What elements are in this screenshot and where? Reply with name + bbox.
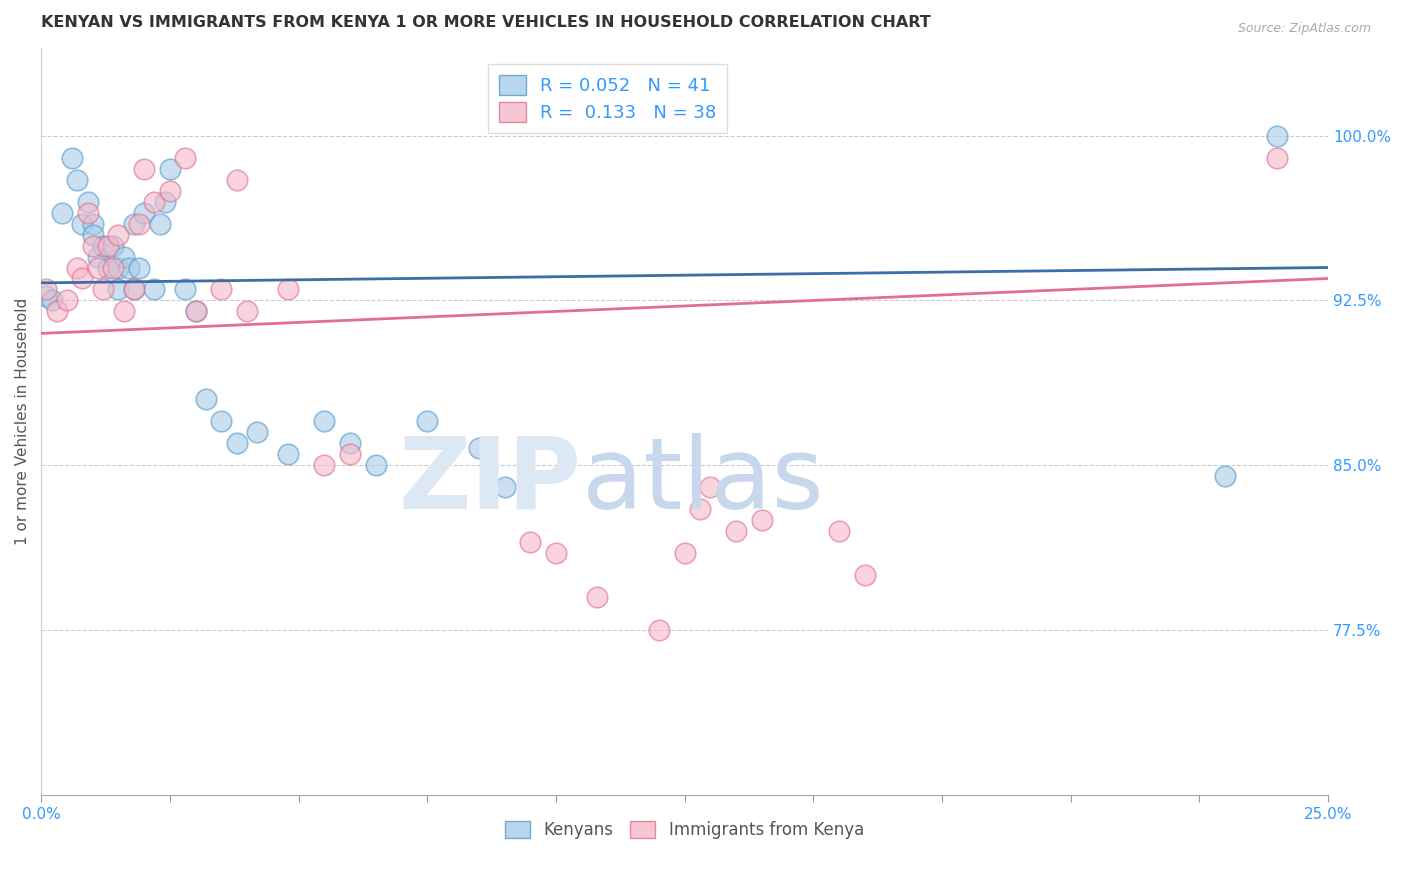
Text: Source: ZipAtlas.com: Source: ZipAtlas.com (1237, 22, 1371, 36)
Point (236, 304, 259, 318)
Point (194, 392, 217, 407)
Point (364, 458, 387, 473)
Point (122, 283, 145, 297)
Point (118, 260, 141, 275)
Point (97, 238, 120, 252)
Point (751, 513, 773, 527)
Y-axis label: 1 or more Vehicles in Household: 1 or more Vehicles in Household (15, 298, 30, 545)
Point (314, 458, 336, 473)
Point (143, 283, 166, 297)
Point (853, 568, 876, 582)
Point (339, 447, 361, 461)
Point (1265, 151, 1288, 165)
Point (82, 217, 104, 231)
Point (134, 205, 156, 219)
Point (149, 217, 172, 231)
Text: KENYAN VS IMMIGRANTS FROM KENYA 1 OR MORE VEHICLES IN HOUSEHOLD CORRELATION CHAR: KENYAN VS IMMIGRANTS FROM KENYA 1 OR MOR… (41, 15, 931, 30)
Point (134, 161, 156, 176)
Point (209, 414, 232, 428)
Point (60, 151, 83, 165)
Point (648, 623, 671, 637)
Point (87, 260, 110, 275)
Point (122, 217, 145, 231)
Point (673, 546, 696, 560)
Point (91, 283, 114, 297)
Point (225, 436, 247, 450)
Point (544, 546, 567, 560)
Point (82, 227, 104, 242)
Text: atlas: atlas (582, 433, 824, 530)
Point (76, 194, 98, 209)
Point (51, 205, 73, 219)
Point (828, 524, 851, 538)
Point (159, 184, 181, 198)
Point (128, 217, 150, 231)
Point (468, 441, 491, 455)
Point (112, 250, 135, 264)
Point (72, 217, 94, 231)
Point (314, 414, 336, 428)
Point (416, 414, 439, 428)
Point (184, 304, 207, 318)
Point (277, 283, 299, 297)
Point (66, 172, 89, 186)
Point (112, 304, 135, 318)
Point (72, 271, 94, 285)
Point (45, 304, 67, 318)
Point (153, 194, 176, 209)
Point (519, 535, 541, 549)
Point (87, 250, 110, 264)
Point (174, 283, 197, 297)
Point (97, 260, 120, 275)
Point (586, 590, 609, 604)
Point (76, 205, 98, 219)
Point (339, 436, 361, 450)
Point (35, 283, 58, 297)
Point (689, 502, 711, 516)
Point (107, 227, 129, 242)
Point (184, 304, 207, 318)
Point (128, 260, 150, 275)
Point (35, 289, 58, 303)
Point (1265, 128, 1288, 143)
Point (103, 238, 125, 252)
Point (91, 238, 114, 252)
Point (66, 260, 89, 275)
Point (143, 194, 166, 209)
Point (107, 260, 129, 275)
Point (122, 283, 145, 297)
Point (82, 238, 104, 252)
Point (107, 283, 129, 297)
Legend: Kenyans, Immigrants from Kenya: Kenyans, Immigrants from Kenya (499, 814, 870, 847)
Point (174, 151, 197, 165)
Point (277, 447, 299, 461)
Point (1213, 469, 1236, 483)
Point (103, 260, 125, 275)
Point (699, 480, 721, 494)
Point (494, 480, 516, 494)
Point (41, 293, 63, 308)
Point (56, 293, 79, 308)
Point (209, 283, 232, 297)
Text: ZIP: ZIP (399, 433, 582, 530)
Point (246, 425, 269, 440)
Point (725, 524, 748, 538)
Point (225, 172, 247, 186)
Point (159, 161, 181, 176)
